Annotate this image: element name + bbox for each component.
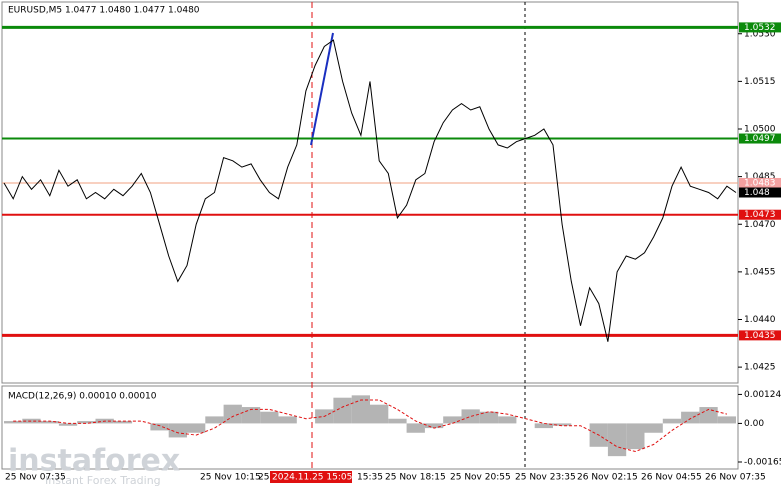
- macd-bar: [4, 421, 23, 424]
- macd-bar: [534, 423, 553, 429]
- level-label: 1.0473: [744, 210, 776, 220]
- level-tag: [739, 177, 781, 188]
- level-label: 1.048: [744, 188, 770, 198]
- level-label: 1.0497: [744, 134, 776, 144]
- y-tick-label: 1.0425: [744, 363, 776, 373]
- main-panel: [1, 1, 739, 384]
- macd-bar: [699, 407, 718, 424]
- macd-bar: [626, 423, 645, 450]
- x-tick-label: 2024.11.25 15:05: [272, 473, 352, 483]
- macd-bar: [681, 411, 700, 424]
- macd-bar: [22, 418, 41, 424]
- macd-bar: [187, 423, 206, 433]
- x-tick-label: 15:35: [357, 473, 383, 483]
- macd-bar: [40, 421, 59, 424]
- macd-bar: [424, 423, 444, 429]
- macd-y-tick-label: 0.00124: [744, 390, 781, 400]
- signal-line: [13, 399, 728, 453]
- level-tag: [739, 22, 781, 33]
- x-tick-label: 25: [258, 473, 269, 483]
- macd-bar: [717, 416, 736, 424]
- x-label-highlight: [270, 471, 352, 483]
- macd-bar: [351, 395, 370, 424]
- y-tick-label: 1.0500: [744, 125, 776, 135]
- level-label: 1.0483: [744, 178, 776, 188]
- watermark-tagline: Instant Forex Trading: [45, 474, 161, 487]
- level-label: 1.0435: [744, 331, 776, 341]
- macd-bar: [406, 423, 425, 433]
- y-tick-label: 1.0530: [744, 29, 776, 39]
- level-tag: [739, 330, 781, 341]
- watermark: instaforex: [8, 444, 180, 479]
- y-tick-label: 1.0470: [744, 220, 776, 230]
- macd-bar: [370, 404, 389, 424]
- x-tick-label: 26 Nov 07:35: [705, 473, 766, 483]
- macd-bar: [150, 423, 169, 431]
- trend-line: [310, 32, 334, 146]
- x-tick-label: 25 Nov 07:35: [5, 473, 66, 483]
- macd-bar: [58, 423, 78, 426]
- x-tick-label: 26 Nov 02:15: [577, 473, 638, 483]
- macd-bar: [607, 423, 627, 457]
- macd-bar: [205, 416, 224, 424]
- y-tick-label: 1.0485: [744, 172, 776, 182]
- x-tick-label: 25 Nov 23:35: [515, 473, 576, 483]
- x-tick-label: 25 Nov 18:15: [385, 473, 446, 483]
- macd-bar: [113, 421, 133, 424]
- macd-bar: [278, 416, 297, 424]
- macd-bar: [644, 423, 663, 433]
- macd-bar: [168, 423, 187, 438]
- level-tag: [739, 187, 781, 198]
- y-tick-label: 1.0515: [744, 77, 776, 87]
- macd-bar: [77, 421, 96, 424]
- macd-bar: [388, 418, 407, 424]
- level-tag: [739, 209, 781, 220]
- y-tick-label: 1.0455: [744, 267, 776, 277]
- price-line: [3, 39, 737, 342]
- level-label: 1.0532: [744, 23, 776, 33]
- macd-bar: [662, 418, 682, 424]
- y-tick-label: 1.0440: [744, 315, 776, 325]
- level-tag: [739, 133, 781, 144]
- macd-bar: [333, 397, 352, 424]
- x-tick-label: 26 Nov 04:55: [641, 473, 702, 483]
- macd-bar: [553, 423, 572, 426]
- macd-bar: [479, 411, 499, 424]
- macd-y-tick-label: -0.00165: [744, 457, 781, 467]
- macd-bar: [461, 409, 480, 424]
- macd-bar: [443, 416, 462, 424]
- macd-y-tick-label: 0.00: [744, 419, 764, 429]
- x-tick-label: 25 Nov 10:15: [200, 473, 261, 483]
- macd-bar: [498, 416, 517, 424]
- macd-bar: [260, 411, 279, 424]
- chart-title: EURUSD,M5 1.0477 1.0480 1.0477 1.0480: [8, 6, 200, 16]
- x-tick-label: 25 Nov 20:55: [450, 473, 511, 483]
- macd-bar: [223, 404, 242, 424]
- macd-title: MACD(12,26,9) 0.00010 0.00010: [8, 392, 157, 402]
